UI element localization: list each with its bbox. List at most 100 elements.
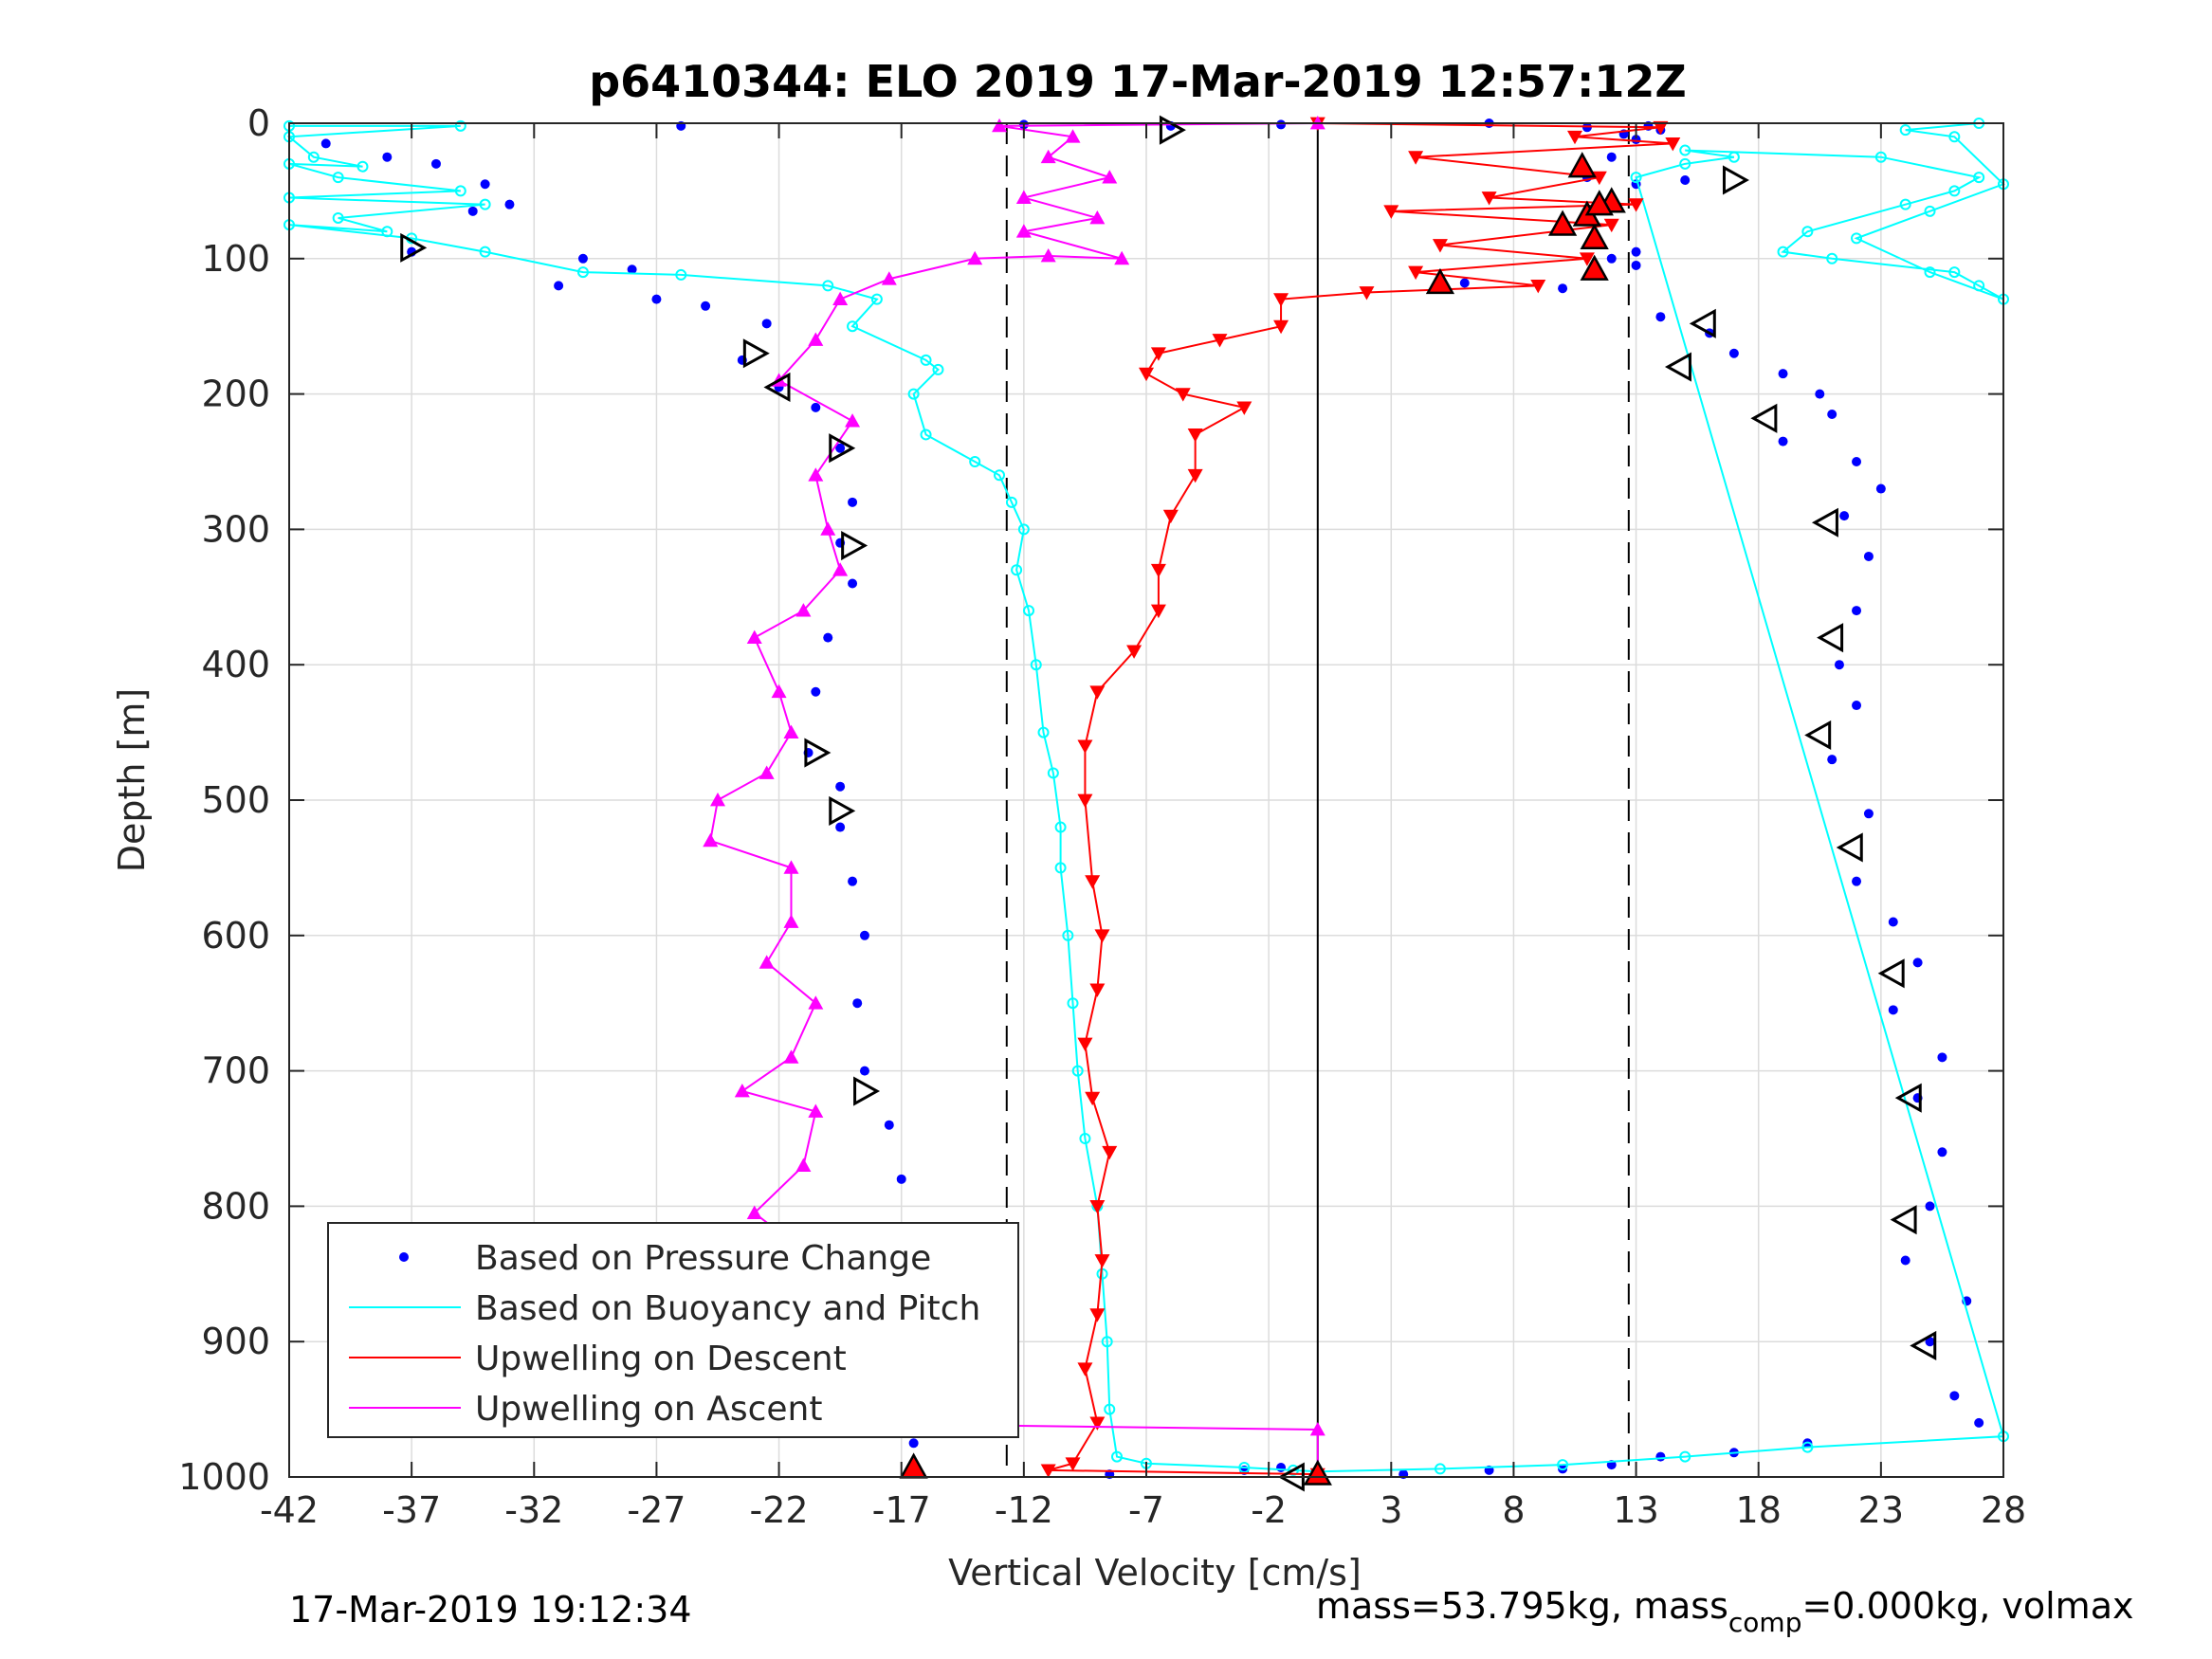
data-point	[1834, 660, 1844, 670]
data-point	[1054, 821, 1067, 833]
data-point	[1679, 157, 1691, 170]
data-point	[651, 294, 662, 304]
data-point	[1287, 1464, 1299, 1476]
data-point	[1925, 1201, 1935, 1212]
data-point	[332, 172, 344, 184]
data-point	[1888, 917, 1898, 927]
data-point	[1974, 1417, 1984, 1428]
data-point	[1628, 198, 1644, 212]
red-triangle-marker	[1580, 223, 1609, 250]
data-point	[1801, 226, 1814, 238]
data-point	[1679, 1450, 1691, 1463]
data-point	[1047, 767, 1059, 779]
data-point	[1728, 151, 1740, 163]
open-left-triangle-marker	[1804, 720, 1832, 751]
data-point	[1212, 334, 1228, 348]
data-point	[1852, 876, 1862, 886]
data-point	[835, 822, 846, 832]
data-point	[1054, 862, 1067, 874]
data-point	[1150, 563, 1166, 578]
data-point	[1875, 483, 1886, 494]
x-tick-label: -32	[504, 1489, 563, 1531]
data-point	[808, 332, 824, 346]
data-point	[783, 914, 799, 928]
data-point	[881, 271, 897, 285]
data-point	[848, 497, 858, 507]
data-point	[1827, 410, 1837, 420]
data-point	[1111, 1450, 1124, 1463]
series-line	[286, 122, 2005, 1473]
data-point	[479, 198, 491, 210]
data-point	[1937, 1052, 1947, 1063]
legend: Based on Pressure Change Based on Buoyanc…	[327, 1222, 1019, 1438]
data-point	[1827, 755, 1837, 765]
data-point	[795, 1158, 812, 1172]
x-tick-label: 8	[1502, 1489, 1525, 1531]
data-point	[1085, 1091, 1101, 1106]
red-triangle-marker	[1584, 190, 1614, 216]
open-right-triangle-marker	[829, 795, 856, 826]
x-tick-label: -17	[872, 1489, 931, 1531]
data-point	[1631, 246, 1641, 257]
open-left-triangle-marker	[1877, 958, 1905, 989]
data-point	[808, 1103, 824, 1118]
marker-layer	[400, 115, 1937, 1492]
data-point	[1139, 367, 1154, 382]
data-point	[1778, 369, 1788, 379]
data-point	[835, 781, 846, 792]
x-tick-label: -7	[1128, 1489, 1164, 1531]
data-point	[1631, 260, 1641, 270]
data-point	[1852, 701, 1862, 711]
data-point	[832, 562, 849, 576]
data-point	[1079, 1133, 1091, 1144]
data-point	[1434, 1463, 1446, 1475]
data-point	[1777, 246, 1789, 258]
data-point	[920, 354, 932, 366]
data-point	[1925, 1337, 1935, 1347]
y-tick-label: 100	[201, 238, 270, 280]
data-point	[832, 291, 849, 306]
data-point	[1089, 1200, 1106, 1214]
data-point	[703, 832, 719, 848]
red-triangle-marker	[1567, 152, 1597, 178]
data-point	[320, 138, 331, 149]
data-point	[1432, 239, 1448, 253]
data-point	[811, 686, 821, 697]
data-point	[1089, 1308, 1106, 1322]
legend-label: Based on Buoyancy and Pitch	[475, 1289, 980, 1328]
data-point	[1481, 191, 1497, 206]
data-point	[576, 266, 589, 279]
legend-label: Upwelling on Ascent	[475, 1390, 822, 1429]
open-left-triangle-marker	[1689, 308, 1716, 338]
data-point	[1949, 1391, 1960, 1401]
data-point	[1085, 875, 1101, 889]
data-point	[1863, 809, 1874, 819]
data-point	[1162, 509, 1179, 524]
data-point	[1040, 149, 1056, 164]
data-point	[1077, 793, 1093, 808]
data-point	[1089, 210, 1106, 225]
data-point	[1815, 389, 1825, 399]
data-point	[734, 1084, 750, 1098]
x-tick-label: -27	[627, 1489, 686, 1531]
data-point	[1077, 1037, 1093, 1052]
data-point	[307, 151, 320, 163]
data-point	[870, 293, 883, 305]
data-point	[1899, 198, 1911, 210]
data-point	[1653, 120, 1669, 136]
data-point	[759, 765, 775, 779]
data-point	[1276, 119, 1287, 130]
data-point	[859, 1066, 869, 1076]
data-point	[1665, 137, 1681, 152]
data-point	[783, 860, 799, 874]
legend-label: Upwelling on Descent	[475, 1340, 847, 1378]
data-point	[1924, 266, 1936, 279]
y-tick-label: 600	[201, 915, 270, 957]
data-point	[1017, 523, 1030, 536]
data-point	[1852, 606, 1862, 616]
data-point	[1728, 348, 1739, 358]
x-tick-label: -12	[995, 1489, 1053, 1531]
data-point	[1175, 388, 1191, 402]
data-point	[994, 469, 1006, 482]
